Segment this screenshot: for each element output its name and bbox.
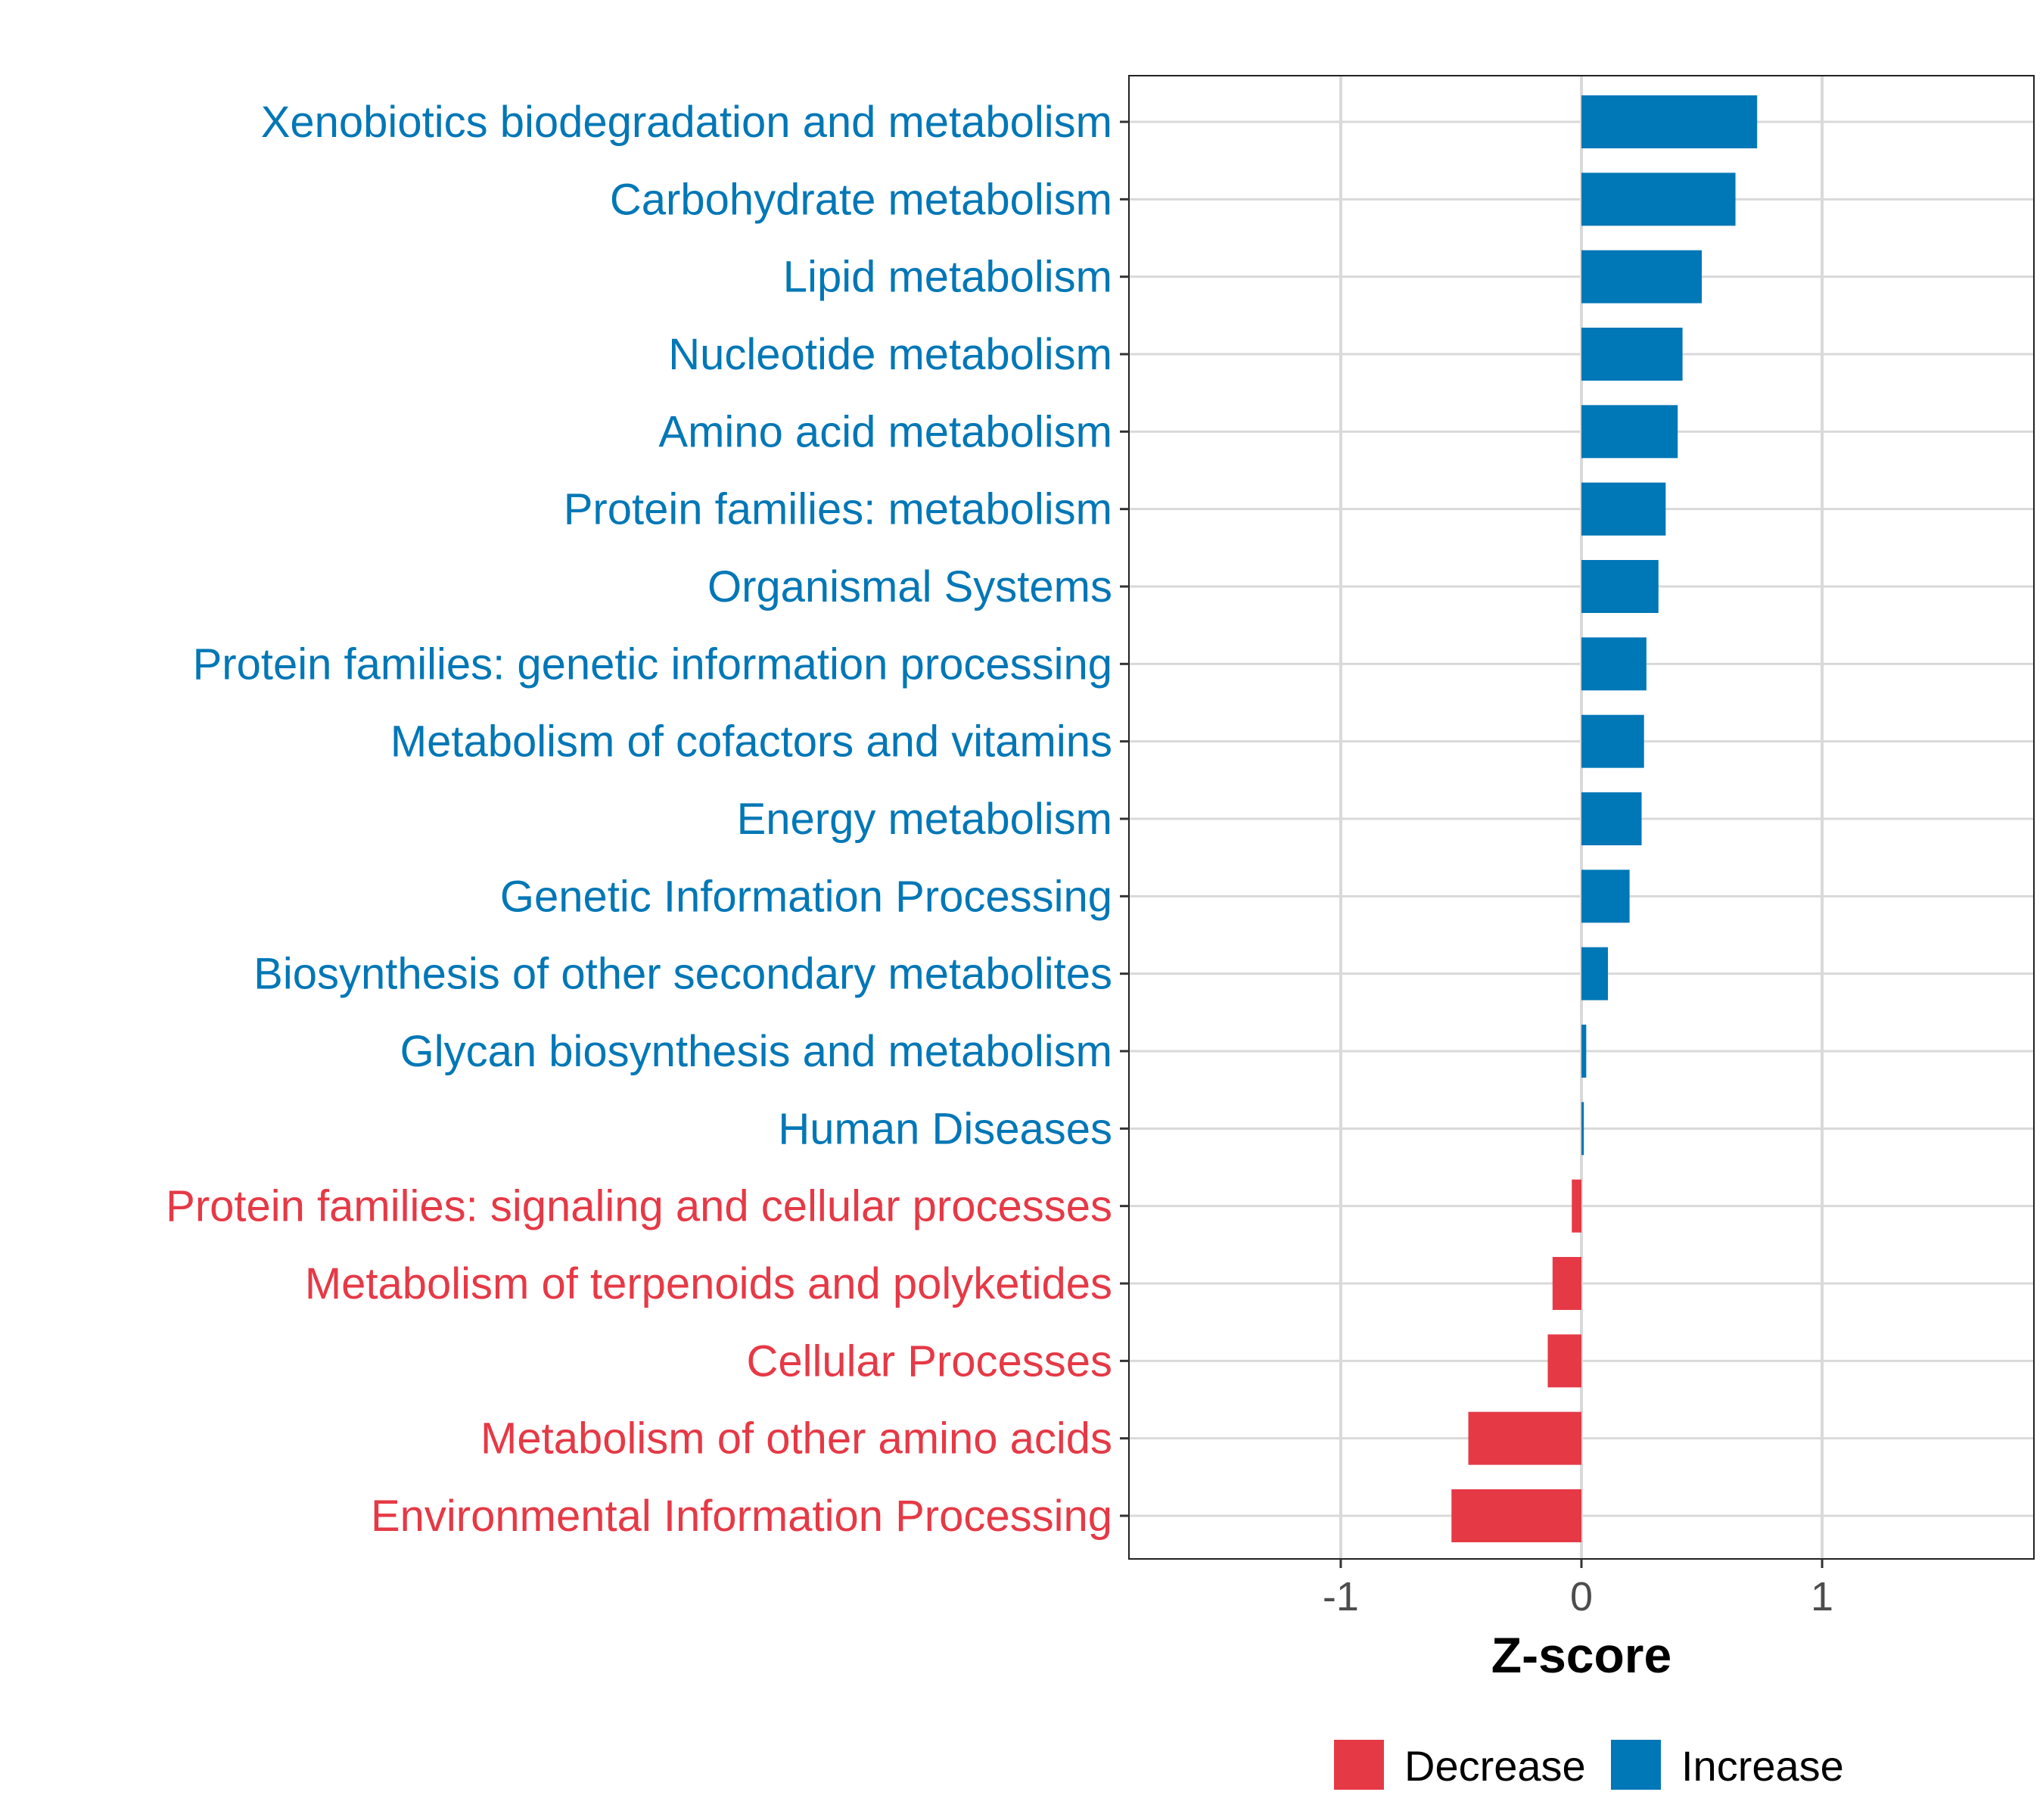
bar-18 — [1468, 1411, 1581, 1465]
legend: Decrease Increase — [1334, 1740, 1844, 1790]
x-tick-label: 1 — [1811, 1574, 1833, 1619]
bar-19 — [1451, 1489, 1581, 1542]
category-label: Genetic Information Processing — [500, 872, 1112, 921]
bar-17 — [1547, 1334, 1581, 1388]
category-label: Energy metabolism — [737, 795, 1112, 844]
bar-6 — [1581, 482, 1666, 536]
category-label: Lipid metabolism — [783, 253, 1112, 302]
x-tick-label: 0 — [1570, 1574, 1593, 1619]
bar-3 — [1581, 250, 1702, 303]
bar-4 — [1581, 328, 1683, 381]
legend-swatch-increase — [1611, 1740, 1661, 1790]
bar-12 — [1581, 947, 1608, 1000]
category-label: Biosynthesis of other secondary metaboli… — [253, 950, 1112, 999]
category-label: Glycan biosynthesis and metabolism — [400, 1027, 1112, 1076]
category-label: Protein families: genetic information pr… — [193, 639, 1112, 689]
bar-13 — [1581, 1025, 1587, 1078]
category-label: Nucleotide metabolism — [668, 330, 1112, 379]
bar-9 — [1581, 714, 1644, 768]
bar-1 — [1581, 95, 1758, 148]
bar-16 — [1552, 1257, 1581, 1310]
bar-11 — [1581, 870, 1630, 923]
bar-7 — [1581, 560, 1659, 613]
x-axis-title: Z-score — [1491, 1627, 1671, 1683]
category-label: Human Diseases — [778, 1104, 1112, 1153]
category-label: Cellular Processes — [746, 1336, 1112, 1386]
legend-label-increase: Increase — [1681, 1742, 1844, 1790]
category-label: Metabolism of terpenoids and polyketides — [305, 1259, 1112, 1308]
bar-2 — [1581, 173, 1736, 226]
category-label: Metabolism of other amino acids — [480, 1414, 1112, 1464]
legend-label-decrease: Decrease — [1404, 1742, 1586, 1790]
category-label: Xenobiotics biodegradation and metabolis… — [261, 98, 1112, 147]
bar-15 — [1572, 1179, 1581, 1233]
x-tick-label: -1 — [1323, 1574, 1359, 1619]
legend-swatch-decrease — [1334, 1740, 1384, 1790]
category-label: Environmental Information Processing — [371, 1492, 1112, 1541]
category-label: Amino acid metabolism — [658, 407, 1112, 456]
bar-8 — [1581, 637, 1647, 691]
category-label: Metabolism of cofactors and vitamins — [390, 717, 1112, 767]
category-label: Carbohydrate metabolism — [610, 175, 1112, 224]
bar-5 — [1581, 405, 1678, 459]
category-label: Protein families: signaling and cellular… — [166, 1182, 1112, 1231]
category-label: Protein families: metabolism — [564, 485, 1112, 534]
bar-10 — [1581, 792, 1642, 845]
category-label: Organismal Systems — [707, 562, 1112, 611]
bar-14 — [1581, 1102, 1584, 1156]
